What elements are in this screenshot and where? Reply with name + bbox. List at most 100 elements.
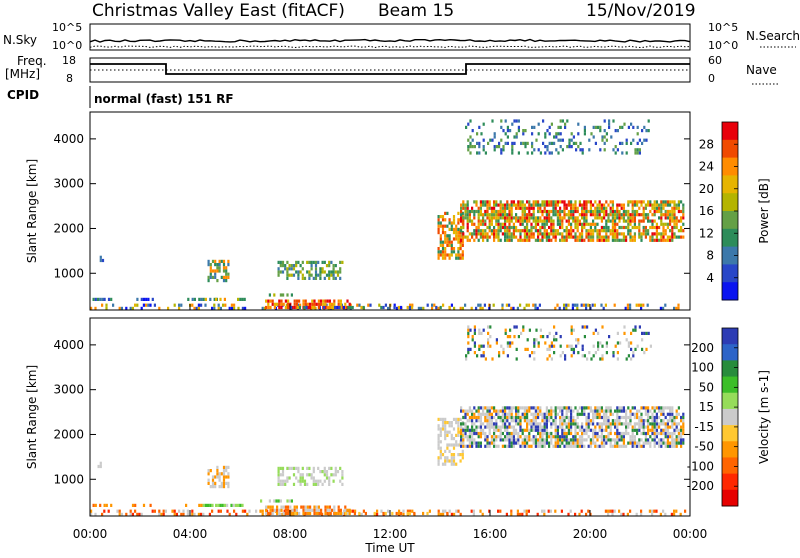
scatter-cell <box>219 306 222 310</box>
scatter-cell <box>362 509 365 513</box>
scatter-cell <box>651 203 654 207</box>
scatter-cell <box>596 222 599 226</box>
scatter-cell <box>581 232 584 236</box>
scatter-cell <box>534 222 537 226</box>
scatter-cell <box>466 222 469 226</box>
scatter-cell <box>490 419 493 423</box>
scatter-cell <box>545 409 548 413</box>
scatter-cell <box>506 213 509 217</box>
scatter-cell <box>180 303 183 307</box>
scatter-cell <box>539 422 542 426</box>
scatter-cell <box>497 235 500 239</box>
scatter-cell <box>448 234 451 238</box>
scatter-cell <box>570 438 573 442</box>
scatter-cell <box>473 431 476 436</box>
scatter-cell <box>633 209 636 214</box>
scatter-cell <box>234 503 237 507</box>
scatter-cell <box>517 335 520 339</box>
scatter-cell <box>655 206 658 210</box>
scatter-cell <box>630 141 633 145</box>
scatter-cell <box>446 421 449 425</box>
velocity-colorbar-label: Velocity [m s-1] <box>757 370 771 464</box>
scatter-cell <box>457 433 460 437</box>
scatter-cell <box>455 443 458 447</box>
scatter-cell <box>537 425 540 429</box>
scatter-cell <box>655 229 658 233</box>
scatter-cell <box>616 409 619 413</box>
scatter-cell <box>277 273 280 277</box>
scatter-cell <box>603 213 606 217</box>
scatter-cell <box>497 238 500 242</box>
scatter-cell <box>209 272 212 276</box>
scatter-cell <box>616 351 619 355</box>
scatter-cell <box>673 415 676 420</box>
scatter-cell <box>662 200 665 204</box>
scatter-cell <box>225 475 228 479</box>
scatter-cell <box>543 225 546 230</box>
scatter-cell <box>486 216 489 220</box>
scatter-cell <box>441 462 445 466</box>
scatter-cell <box>545 232 548 236</box>
scatter-cell <box>282 302 285 306</box>
scatter-cell <box>398 509 401 513</box>
scatter-cell <box>455 237 458 241</box>
scatter-cell <box>499 213 502 217</box>
scatter-cell <box>534 425 537 429</box>
scatter-cell <box>459 512 462 516</box>
scatter-cell <box>186 512 189 516</box>
scatter-cell <box>497 509 500 513</box>
scatter-cell <box>476 151 479 155</box>
scatter-cell <box>640 444 643 448</box>
scatter-cell <box>486 206 489 210</box>
scatter-cell <box>614 422 617 426</box>
scatter-cell <box>482 344 485 348</box>
scatter-cell <box>600 225 603 230</box>
scatter-cell <box>605 200 608 204</box>
scatter-cell <box>677 422 680 426</box>
scatter-cell <box>545 419 548 423</box>
scatter-cell <box>218 266 221 270</box>
scatter-cell <box>339 260 342 264</box>
scatter-cell <box>452 437 456 441</box>
scatter-cell <box>501 213 504 217</box>
scatter-cell <box>504 219 507 223</box>
scatter-cell <box>532 209 535 214</box>
scatter-cell <box>636 203 639 207</box>
scatter-cell <box>627 354 630 358</box>
colorbar-segment <box>722 473 738 491</box>
scatter-cell <box>182 512 185 516</box>
scatter-cell <box>515 428 518 432</box>
scatter-cell <box>328 476 331 480</box>
scatter-cell <box>660 422 663 426</box>
scatter-cell <box>101 512 104 516</box>
scatter-cell <box>501 415 504 420</box>
scatter-cell <box>295 476 298 480</box>
scatter-cell <box>450 303 453 307</box>
scatter-cell <box>618 509 621 513</box>
scatter-cell <box>559 438 562 442</box>
scatter-cell <box>232 503 235 507</box>
scatter-cell <box>397 511 400 516</box>
scatter-cell <box>554 438 557 442</box>
scatter-cell <box>437 440 440 444</box>
scatter-cell <box>592 419 595 423</box>
scatter-cell <box>572 409 575 413</box>
scatter-cell <box>482 351 485 355</box>
scatter-cell <box>625 415 628 420</box>
scatter-cell <box>211 478 215 482</box>
scatter-cell <box>284 479 287 483</box>
scatter-cell <box>281 466 285 470</box>
scatter-cell <box>649 225 652 230</box>
scatter-cell <box>323 260 326 264</box>
scatter-cell <box>482 412 485 416</box>
scatter-cell <box>299 476 302 480</box>
scatter-cell <box>653 409 656 413</box>
scatter-cell <box>603 412 606 416</box>
scatter-cell <box>99 255 102 259</box>
scatter-cell <box>680 431 683 436</box>
scatter-cell <box>588 148 591 152</box>
scatter-cell <box>660 438 663 442</box>
scatter-cell <box>576 412 579 416</box>
scatter-cell <box>446 234 449 238</box>
scatter-cell <box>571 306 574 310</box>
